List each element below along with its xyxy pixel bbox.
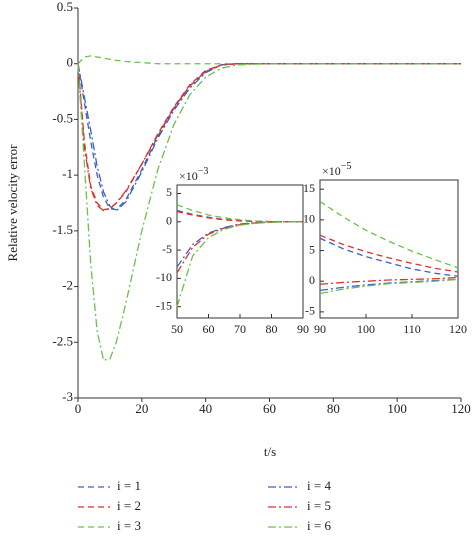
- y-tick-label: 15: [303, 181, 315, 195]
- y-tick-label: -2: [62, 278, 73, 293]
- x-tick-label: 70: [234, 322, 246, 336]
- inset-background: [319, 179, 459, 319]
- y-tick-label: -0.5: [52, 110, 73, 125]
- multiplier-exponent: −5: [341, 161, 352, 172]
- legend-label: i = 3: [117, 518, 141, 533]
- series-line: [77, 55, 461, 65]
- x-tick-label: 20: [135, 401, 148, 416]
- legend-label: i = 6: [307, 518, 331, 533]
- x-tick-label: 100: [387, 401, 407, 416]
- series-line: [176, 210, 303, 223]
- series-line: [319, 237, 459, 277]
- x-tick-label: 110: [403, 322, 421, 336]
- y-tick-label: 10: [303, 212, 315, 226]
- legend-label: i = 5: [307, 498, 331, 513]
- x-tick-label: 90: [297, 322, 309, 336]
- y-tick-label: 5: [309, 242, 315, 256]
- multiplier-exponent: −3: [198, 166, 209, 177]
- legend-label: i = 2: [117, 498, 141, 513]
- x-tick-label: 0: [75, 401, 82, 416]
- series-line: [176, 204, 303, 223]
- y-tick-label: 5: [166, 185, 172, 199]
- series-line: [319, 234, 459, 273]
- y-tick-label: -5: [162, 242, 172, 256]
- inset-background: [176, 184, 304, 319]
- x-tick-label: 60: [203, 322, 215, 336]
- x-tick-label: 80: [327, 401, 340, 416]
- x-tick-label: 80: [266, 322, 278, 336]
- y-tick-label: 0: [309, 273, 315, 287]
- y-tick-label: 0.5: [57, 0, 73, 14]
- x-tick-label: 90: [314, 322, 326, 336]
- y-tick-label: -2.5: [52, 333, 73, 348]
- x-tick-label: 120: [449, 322, 467, 336]
- y-tick-label: -1: [62, 166, 73, 181]
- x-tick-label: 100: [357, 322, 375, 336]
- axis-multiplier: ×10−5: [322, 161, 351, 177]
- multiplier-base: ×10: [179, 169, 198, 183]
- y-tick-label: -15: [156, 298, 172, 312]
- legend-label: i = 1: [117, 478, 141, 493]
- y-tick-label: 0: [166, 214, 172, 228]
- x-tick-label: 50: [171, 322, 183, 336]
- axis-multiplier: ×10−3: [179, 166, 208, 182]
- y-tick-label: -5: [305, 304, 315, 318]
- series-line: [77, 63, 461, 212]
- y-tick-label: -1.5: [52, 222, 73, 237]
- series-line: [77, 63, 461, 361]
- series-line: [319, 278, 459, 295]
- series-line: [176, 221, 303, 274]
- x-tick-label: 120: [451, 401, 471, 416]
- x-tick-label: 60: [263, 401, 276, 416]
- series-line: [319, 276, 459, 285]
- multiplier-base: ×10: [322, 164, 341, 178]
- y-tick-label: -10: [156, 270, 172, 284]
- x-axis-label: t/s: [264, 444, 276, 459]
- y-tick-label: 0: [67, 55, 74, 70]
- legend-label: i = 4: [307, 478, 331, 493]
- series-line: [176, 221, 303, 268]
- y-tick-label: -3: [62, 389, 73, 404]
- y-axis-label: Relative velocity error: [5, 144, 20, 262]
- x-tick-label: 40: [199, 401, 212, 416]
